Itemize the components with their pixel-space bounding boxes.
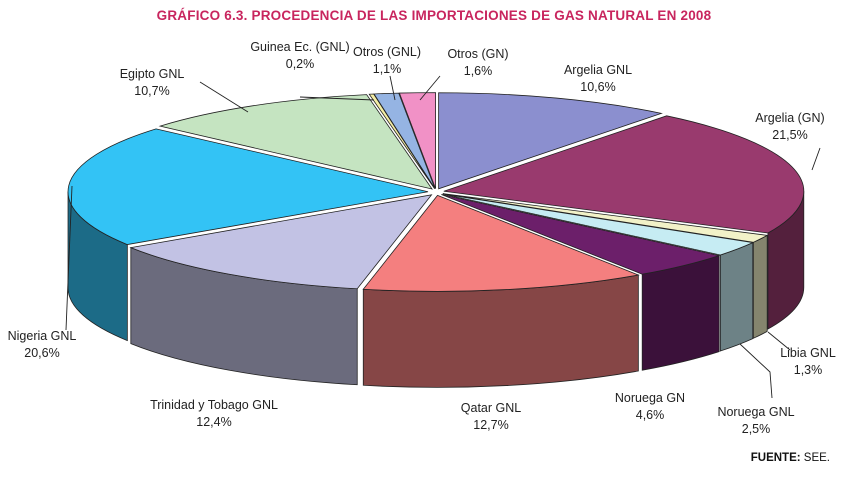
slice-noruega-gn [441,194,721,275]
slice-noruega-gnl [442,193,755,256]
slice-side-4 [641,255,720,371]
slice-label-value: 4,6% [635,408,665,422]
leader-line-2 [767,331,791,351]
slice-label: Qatar GNL 12,7% [461,400,521,434]
slice-libia-gnl [442,193,769,243]
slice-label-name: Trinidad y Tobago GNL [150,398,278,412]
slice-label: Otros (GN) 1,6% [447,46,508,80]
slice-trinidad-y-tobago-gnl [129,194,433,290]
slice-label-name: Noruega GN [614,391,686,405]
slice-qatar-gnl [362,194,640,292]
slice-label-value: 12,7% [473,418,509,432]
leader-line-11 [419,75,441,101]
source-value: SEE. [803,452,830,464]
slice-label-name: Nigeria GNL [7,329,77,343]
slice-label-value: 1,6% [463,64,493,78]
slice-label: Libia GNL 1,3% [780,345,836,379]
slice-label-name: Otros (GNL) [352,45,422,59]
leader-line-10 [389,75,396,101]
slice-side-5 [362,274,639,388]
slice-label-name: Argelia (GN) [755,111,825,125]
slice-label: Nigeria GNL 20,6% [8,328,77,362]
slice-label: Noruega GN 4,6% [615,390,685,424]
leader-line-3 [739,343,773,399]
slice-argelia-gnl [438,92,663,190]
slice-label-name: Guinea Ec. (GNL) [250,40,350,54]
slice-label-name: Otros (GN) [447,47,509,61]
slice-label-value: 12,4% [196,415,232,429]
slice-label: Otros (GNL) 1,1% [353,44,421,78]
slice-label-name: Qatar GNL [460,401,522,415]
leader-line-1 [811,147,821,171]
slice-label-value: 1,3% [793,363,823,377]
source-label: FUENTE: [750,452,801,464]
slice-label-name: Egipto GNL [119,67,185,81]
slice-label-value: 10,6% [580,80,616,94]
slice-label: Egipto GNL 10,7% [120,66,185,100]
slice-label-value: 21,5% [772,128,808,142]
chart-title: GRÁFICO 6.3. PROCEDENCIA DE LAS IMPORTAC… [156,8,712,23]
leader-line-8 [199,81,249,113]
leader-line-9 [299,96,375,101]
slice-side-2 [752,234,768,339]
slice-label-value: 1,1% [372,62,402,76]
slice-label: Argelia GNL 10,6% [564,62,632,96]
slice-label-name: Libia GNL [780,346,836,360]
slice-label: Noruega GNL 2,5% [717,404,794,438]
slice-label: Trinidad y Tobago GNL 12,4% [150,397,278,431]
slice-label-value: 10,7% [134,84,170,98]
source-note: FUENTE: SEE. [751,452,830,464]
slice-otros-gn [398,92,436,189]
slice-argelia-gn [443,115,805,234]
slice-label-value: 20,6% [24,346,60,360]
slice-label: Argelia (GN) 21,5% [755,110,824,144]
slice-nigeria-gnl [67,128,429,245]
slice-egipto-gnl [158,94,433,190]
slice-label-value: 2,5% [741,422,771,436]
leader-line-7 [65,185,73,331]
slice-label-name: Noruega GNL [717,405,795,419]
slice-label-name: Argelia GNL [563,63,633,77]
slice-otros-gnl [373,92,436,189]
slice-label: Guinea Ec. (GNL) 0,2% [250,39,349,73]
slice-side-3 [719,242,754,352]
slice-label-value: 0,2% [285,57,315,71]
